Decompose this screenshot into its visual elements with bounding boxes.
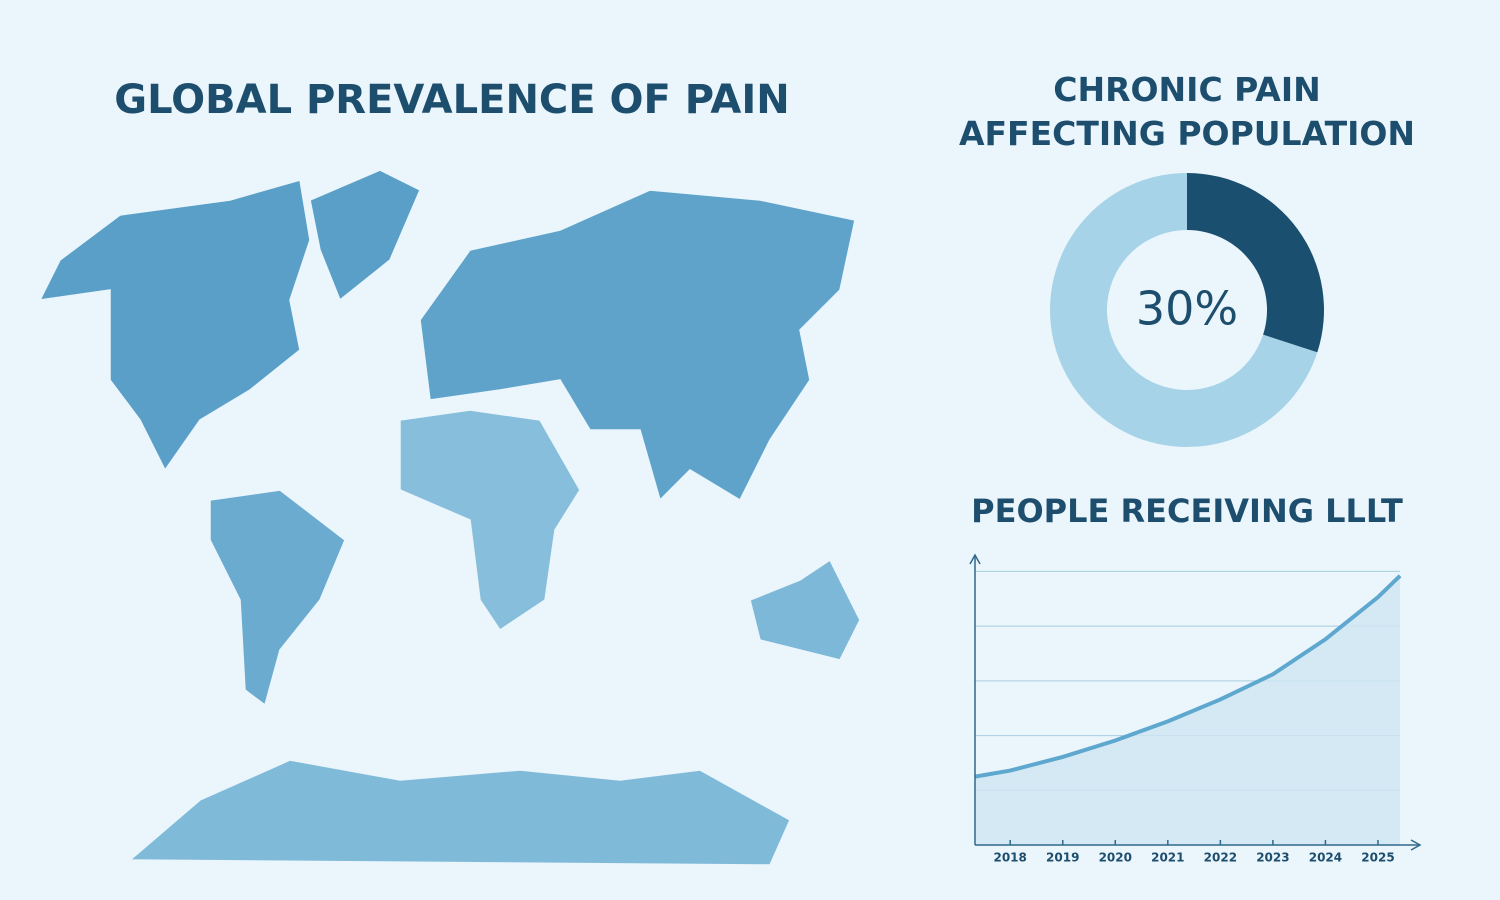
x-tick-label: 2022 bbox=[1204, 851, 1237, 865]
greenland bbox=[309, 169, 421, 302]
donut-center-label: 30% bbox=[1136, 282, 1238, 336]
x-tick-label: 2021 bbox=[1151, 851, 1184, 865]
map-title: GLOBAL PREVALENCE OF PAIN bbox=[114, 77, 790, 123]
donut-title: CHRONIC PAIN AFFECTING POPULATION bbox=[958, 70, 1416, 153]
world-map bbox=[38, 169, 861, 866]
south-america bbox=[209, 489, 346, 707]
area-fill bbox=[975, 575, 1401, 845]
area-line bbox=[974, 574, 1402, 779]
eurasia bbox=[419, 189, 856, 502]
donut-segment bbox=[1050, 173, 1318, 448]
africa bbox=[399, 409, 581, 632]
north-america bbox=[38, 179, 311, 472]
australia bbox=[749, 558, 861, 661]
x-axis-arrow bbox=[1410, 839, 1422, 851]
x-tick-label: 2025 bbox=[1361, 851, 1394, 865]
y-axis-arrow bbox=[969, 553, 981, 565]
x-tick-label: 2024 bbox=[1309, 851, 1342, 865]
x-tick-label: 2019 bbox=[1046, 851, 1079, 865]
x-tick-label: 2020 bbox=[1099, 851, 1132, 865]
x-tick-label: 2018 bbox=[993, 851, 1026, 865]
donut-segment bbox=[1187, 173, 1324, 353]
x-tick-label: 2023 bbox=[1256, 851, 1289, 865]
line-chart-title: PEOPLE RECEIVING LLLT bbox=[971, 492, 1403, 530]
antarctica bbox=[127, 759, 791, 866]
